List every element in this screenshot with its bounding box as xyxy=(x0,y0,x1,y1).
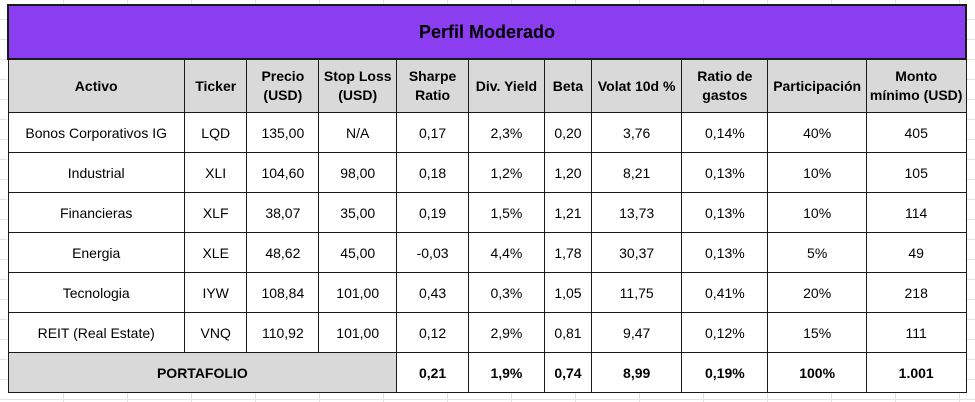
header-cell-monto-minimo[interactable]: Monto mínimo (USD) xyxy=(865,58,967,113)
table-cell[interactable]: 101,00 xyxy=(318,312,398,353)
header-cell-div-yield[interactable]: Div. Yield xyxy=(467,58,545,113)
total-value-cell[interactable]: 0,74 xyxy=(543,352,593,393)
table-cell[interactable]: 0,14% xyxy=(681,112,769,153)
table-row: Financieras XLF 38,07 35,00 0,19 1,5% 1,21 13,7… xyxy=(7,192,967,233)
table-cell[interactable]: 0,19 xyxy=(396,192,469,233)
table-cell[interactable]: 4,4% xyxy=(467,232,545,273)
table-cell[interactable]: IYW xyxy=(183,272,248,313)
table-cell[interactable]: 0,12 xyxy=(396,312,469,353)
total-value-cell[interactable]: 1.001 xyxy=(865,352,967,393)
header-cell-ratio-gastos[interactable]: Ratio de gastos xyxy=(681,58,769,113)
table-cell[interactable]: 0,20 xyxy=(543,112,593,153)
header-cell-ticker[interactable]: Ticker xyxy=(183,58,248,113)
total-value-cell[interactable]: 0,21 xyxy=(396,352,469,393)
table-cell[interactable]: Industrial xyxy=(7,152,185,193)
table-row: Energia XLE 48,62 45,00 -0,03 4,4% 1,78 30,37 0,… xyxy=(7,232,967,273)
table-cell[interactable]: 30,37 xyxy=(591,232,683,273)
table-cell[interactable]: 3,76 xyxy=(591,112,683,153)
table-cell[interactable]: VNQ xyxy=(183,312,248,353)
header-row: Activo Ticker Precio (USD) Stop Loss (US… xyxy=(7,58,967,113)
table-cell[interactable]: Financieras xyxy=(7,192,185,233)
table-cell[interactable]: 40% xyxy=(767,112,867,153)
table-cell[interactable]: 5% xyxy=(767,232,867,273)
total-value-cell[interactable]: 100% xyxy=(767,352,867,393)
table-cell[interactable]: 2,3% xyxy=(467,112,545,153)
total-value-cell[interactable]: 0,19% xyxy=(681,352,769,393)
table-cell[interactable]: N/A xyxy=(318,112,398,153)
table-cell[interactable]: 135,00 xyxy=(246,112,320,153)
header-cell-activo[interactable]: Activo xyxy=(7,58,185,113)
table-cell[interactable]: 1,78 xyxy=(543,232,593,273)
table-cell[interactable]: REIT (Real Estate) xyxy=(7,312,185,353)
table-cell[interactable]: 8,21 xyxy=(591,152,683,193)
table-cell[interactable]: 35,00 xyxy=(318,192,398,233)
table-row: Industrial XLI 104,60 98,00 0,18 1,2% 1,20 8,21… xyxy=(7,152,967,193)
table-cell[interactable]: 110,92 xyxy=(246,312,320,353)
table-cell[interactable]: 101,00 xyxy=(318,272,398,313)
table-cell[interactable]: 13,73 xyxy=(591,192,683,233)
table-cell[interactable]: XLF xyxy=(183,192,248,233)
title-row: Perfil Moderado xyxy=(7,4,967,60)
table-cell[interactable]: 48,62 xyxy=(246,232,320,273)
table-cell[interactable]: XLI xyxy=(183,152,248,193)
table-cell[interactable]: 1,21 xyxy=(543,192,593,233)
table-cell[interactable]: 1,20 xyxy=(543,152,593,193)
table-cell[interactable]: Energia xyxy=(7,232,185,273)
total-label-cell[interactable]: PORTAFOLIO xyxy=(7,352,398,393)
table-cell[interactable]: 0,81 xyxy=(543,312,593,353)
table-cell[interactable]: 0,13% xyxy=(681,232,769,273)
table-cell[interactable]: 2,9% xyxy=(467,312,545,353)
table-cell[interactable]: 0,41% xyxy=(681,272,769,313)
table-cell[interactable]: 1,2% xyxy=(467,152,545,193)
total-value-cell[interactable]: 1,9% xyxy=(467,352,545,393)
table-cell[interactable]: 9,47 xyxy=(591,312,683,353)
table-cell[interactable]: XLE xyxy=(183,232,248,273)
table-row: Bonos Corporativos IG LQD 135,00 N/A 0,17 2,3… xyxy=(7,112,967,153)
table-cell[interactable]: 1,5% xyxy=(467,192,545,233)
table-cell[interactable]: 11,75 xyxy=(591,272,683,313)
table-cell[interactable]: 0,17 xyxy=(396,112,469,153)
table-cell[interactable]: 38,07 xyxy=(246,192,320,233)
total-value-cell[interactable]: 8,99 xyxy=(591,352,683,393)
table-cell[interactable]: 0,3% xyxy=(467,272,545,313)
table-cell[interactable]: 0,12% xyxy=(681,312,769,353)
table-cell[interactable]: Bonos Corporativos IG xyxy=(7,112,185,153)
table-row: Tecnologia IYW 108,84 101,00 0,43 0,3% 1,05 11,… xyxy=(7,272,967,313)
table-cell[interactable]: 49 xyxy=(865,232,967,273)
table-cell[interactable]: 45,00 xyxy=(318,232,398,273)
table-cell[interactable]: 111 xyxy=(865,312,967,353)
portfolio-table: Perfil Moderado Activo Ticker Precio (US… xyxy=(7,4,967,393)
total-row: PORTAFOLIO 0,21 1,9% 0,74 8,99 0,19% 100% 1.001 xyxy=(7,352,967,393)
table-cell[interactable]: 405 xyxy=(865,112,967,153)
table-row: REIT (Real Estate) VNQ 110,92 101,00 0,12 2,9… xyxy=(7,312,967,353)
table-cell[interactable]: LQD xyxy=(183,112,248,153)
header-cell-stop-loss[interactable]: Stop Loss (USD) xyxy=(318,58,398,113)
header-cell-precio[interactable]: Precio (USD) xyxy=(246,58,320,113)
table-cell[interactable]: 0,43 xyxy=(396,272,469,313)
table-cell[interactable]: 0,13% xyxy=(681,192,769,233)
header-cell-beta[interactable]: Beta xyxy=(543,58,593,113)
table-title[interactable]: Perfil Moderado xyxy=(7,4,967,60)
table-cell[interactable]: 0,18 xyxy=(396,152,469,193)
table-cell[interactable]: 114 xyxy=(865,192,967,233)
table-cell[interactable]: 10% xyxy=(767,192,867,233)
table-cell[interactable]: -0,03 xyxy=(396,232,469,273)
table-cell[interactable]: 10% xyxy=(767,152,867,193)
table-cell[interactable]: 218 xyxy=(865,272,967,313)
table-cell[interactable]: Tecnologia xyxy=(7,272,185,313)
table-cell[interactable]: 105 xyxy=(865,152,967,193)
table-cell[interactable]: 104,60 xyxy=(246,152,320,193)
table-cell[interactable]: 0,13% xyxy=(681,152,769,193)
table-cell[interactable]: 98,00 xyxy=(318,152,398,193)
header-cell-participacion[interactable]: Participación xyxy=(767,58,867,113)
table-cell[interactable]: 1,05 xyxy=(543,272,593,313)
header-cell-volat[interactable]: Volat 10d % xyxy=(591,58,683,113)
table-cell[interactable]: 20% xyxy=(767,272,867,313)
table-cell[interactable]: 108,84 xyxy=(246,272,320,313)
table-cell[interactable]: 15% xyxy=(767,312,867,353)
header-cell-sharpe-ratio[interactable]: Sharpe Ratio xyxy=(396,58,469,113)
